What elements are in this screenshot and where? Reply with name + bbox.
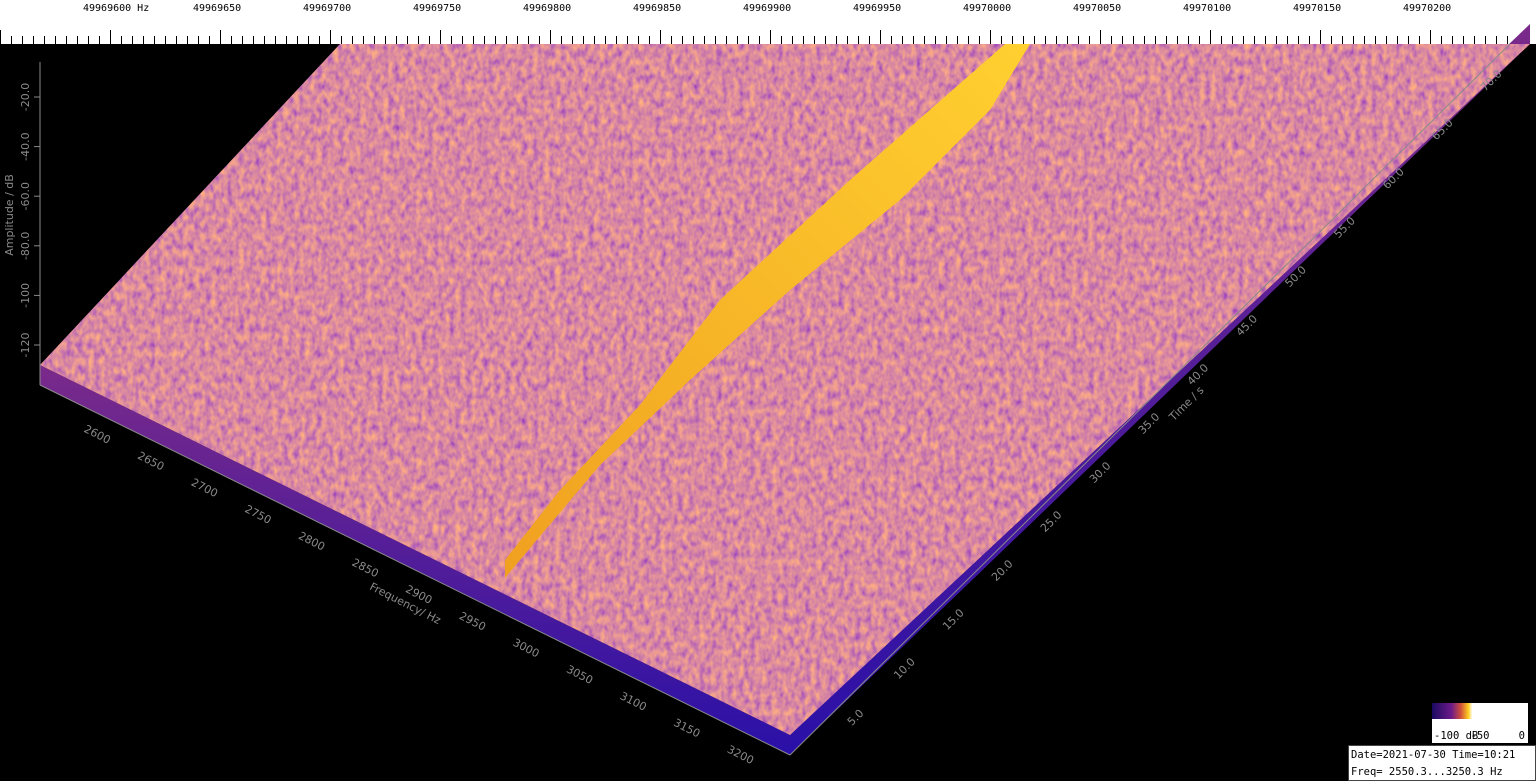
frequency-tick-label: 2650 xyxy=(135,449,166,473)
color-bar-label: -100 dB xyxy=(1434,730,1478,742)
time-axis-title: Time / s xyxy=(1166,384,1207,425)
ruler-label: 49969900 xyxy=(743,3,791,14)
ruler-label: 49970200 xyxy=(1403,3,1451,14)
frequency-tick-label: 3200 xyxy=(725,743,756,767)
ruler-label: 49970000 xyxy=(963,3,1011,14)
time-tick-label: 10.0 xyxy=(891,655,918,682)
color-bar-label: -50 xyxy=(1471,730,1490,742)
ruler-label: 49970100 xyxy=(1183,3,1231,14)
frequency-tick-label: 3150 xyxy=(671,716,702,740)
frequency-tick-label: 2950 xyxy=(457,609,488,633)
ruler-label: 49969750 xyxy=(413,3,461,14)
top-ruler xyxy=(0,0,1536,44)
info-line: Freq= 2550.3...3250.3 Hz xyxy=(1351,766,1503,778)
front-face xyxy=(40,365,790,755)
ruler-ticks xyxy=(0,30,1530,44)
frequency-tick-label: 3000 xyxy=(511,636,542,660)
time-tick-label: 20.0 xyxy=(989,557,1016,584)
info-line: Date=2021-07-30 Time=10:21 xyxy=(1351,749,1515,761)
ruler-label: 49969800 xyxy=(523,3,571,14)
ruler-label: 49969950 xyxy=(853,3,901,14)
frequency-tick-label: 2600 xyxy=(82,422,113,446)
frequency-axis-title: Frequency/ Hz xyxy=(367,580,443,627)
color-bar-scale xyxy=(1432,719,1528,743)
amplitude-tick-label: -60.0 xyxy=(19,182,32,210)
amplitude-tick-label: -40.0 xyxy=(19,132,32,160)
frequency-tick-label: 3100 xyxy=(618,689,649,713)
ruler-label: 49969650 xyxy=(193,3,241,14)
color-bar-label: 0 xyxy=(1519,730,1525,742)
amplitude-tick-label: -20.0 xyxy=(19,83,32,111)
amplitude-tick-label: -80.0 xyxy=(19,232,32,260)
surface-texture xyxy=(40,44,1530,735)
ruler-label: 49969850 xyxy=(633,3,681,14)
ruler-label: 49969600 Hz xyxy=(83,3,149,14)
amplitude-tick-label: -100 xyxy=(19,283,32,308)
time-axis-line xyxy=(789,43,1511,756)
ruler-label: 49970050 xyxy=(1073,3,1121,14)
ruler-label: 49970150 xyxy=(1293,3,1341,14)
ruler-label: 49969700 xyxy=(303,3,351,14)
frequency-tick-label: 3050 xyxy=(564,663,595,687)
time-tick-label: 5.0 xyxy=(845,707,867,729)
frequency-tick-label: 2800 xyxy=(296,529,327,553)
time-tick-label: 15.0 xyxy=(940,606,967,633)
frequency-axis-line xyxy=(39,384,791,756)
amplitude-tick-label: -120 xyxy=(19,333,32,358)
frequency-tick-label: 2750 xyxy=(243,503,274,527)
color-bar xyxy=(1432,703,1528,719)
frequency-tick-label: 2850 xyxy=(350,556,381,580)
signal-ridge xyxy=(505,44,1030,578)
frequency-tick-label: 2700 xyxy=(189,476,220,500)
amplitude-axis-title: Amplitude / dB xyxy=(3,174,16,256)
